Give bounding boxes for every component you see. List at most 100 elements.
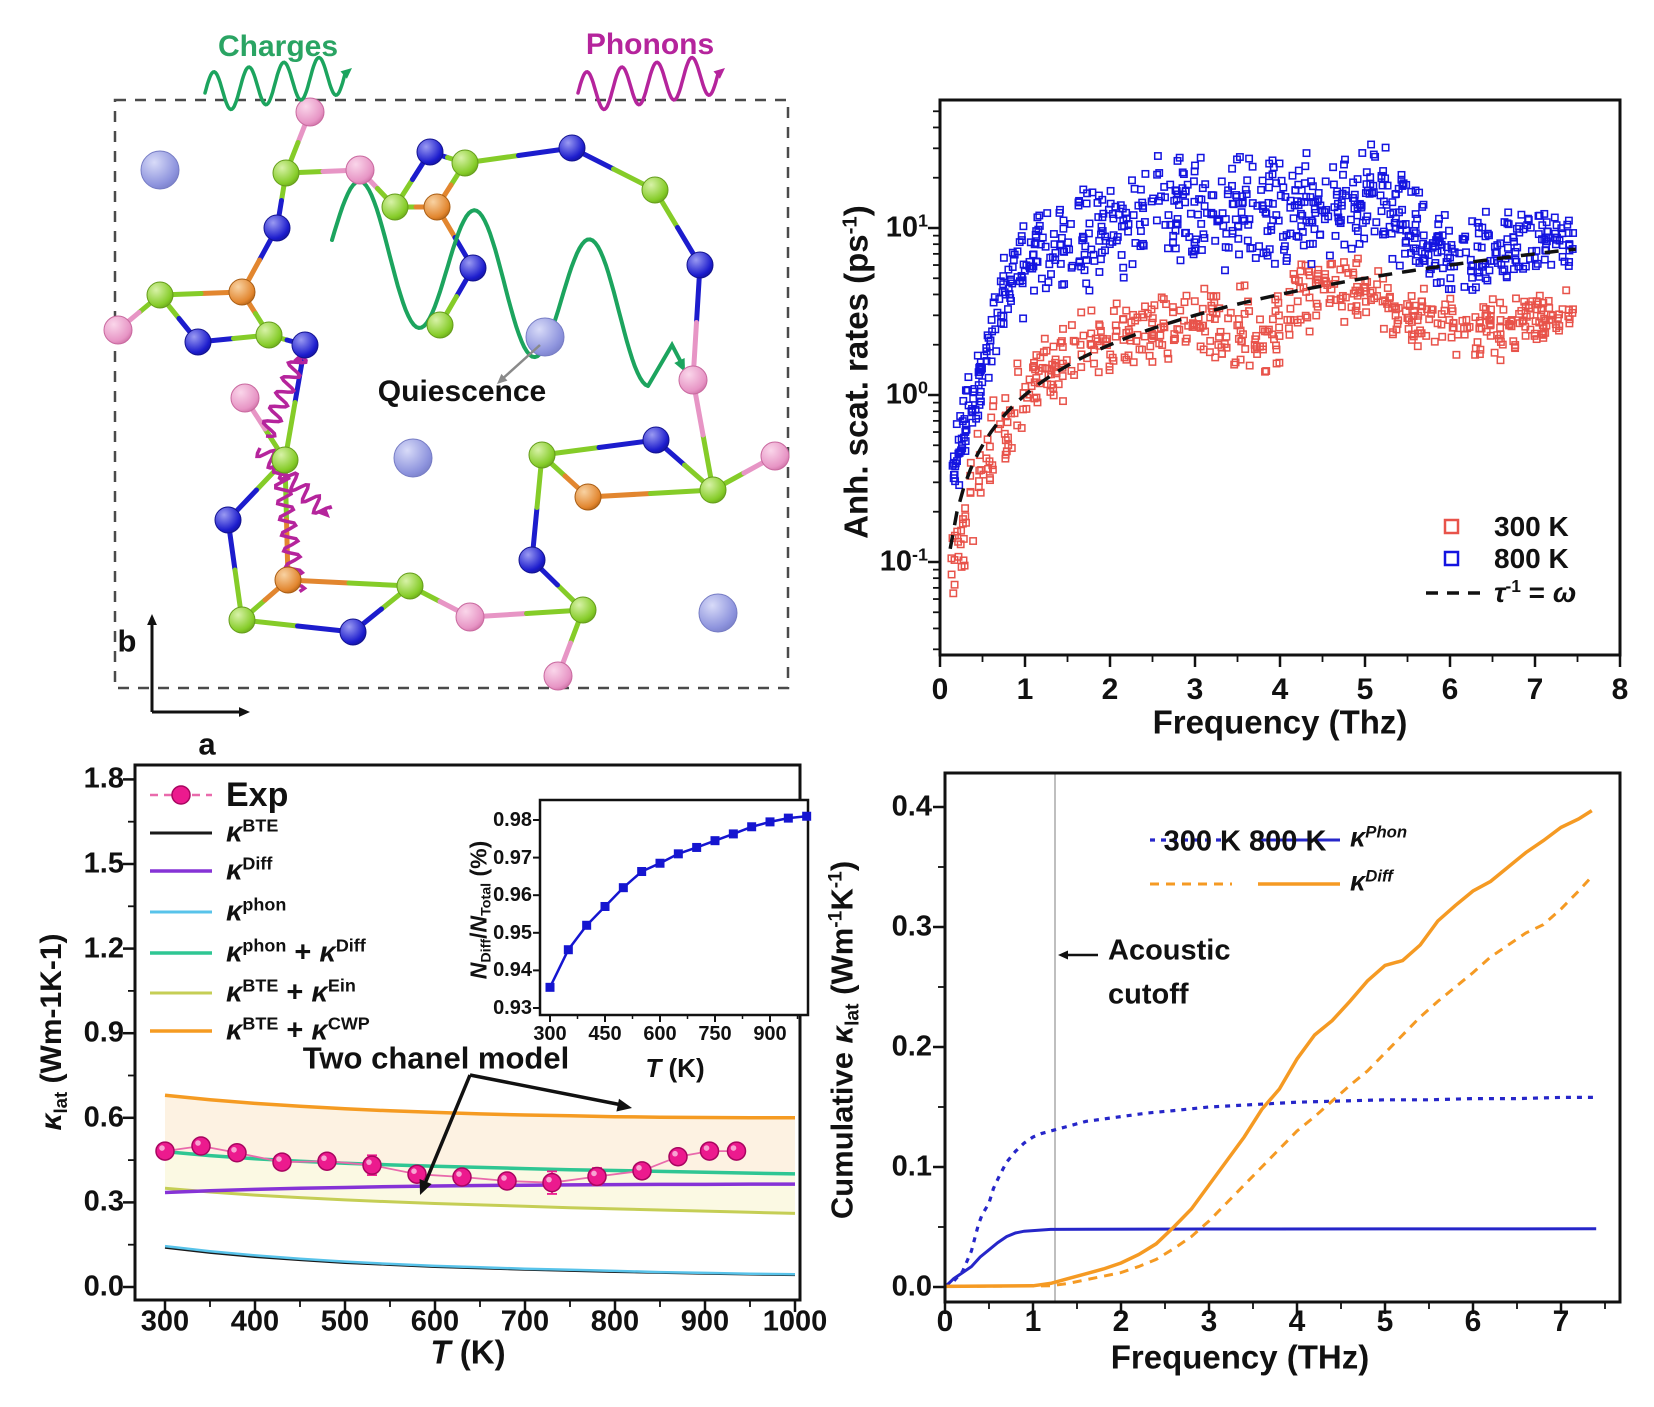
x-tick-label: 400 [230, 1305, 280, 1338]
scatter-point-300K [1352, 259, 1361, 268]
scatter-point-300K [1215, 332, 1223, 341]
scatter-point-800K [1178, 168, 1187, 177]
scatter-point-800K [1244, 220, 1253, 229]
x-tick-label: 0 [931, 673, 949, 706]
scatter-point-800K [1105, 240, 1114, 249]
scatter-point-800K [1161, 220, 1170, 229]
scatter-point-300K [1032, 351, 1041, 360]
scatter-point-800K [1292, 232, 1301, 240]
inset-point [673, 849, 683, 859]
scatter-point-800K [984, 333, 993, 342]
x-tick-label: 1000 [762, 1305, 828, 1338]
legend-marker-800K [1443, 550, 1460, 567]
scatter-point-800K [1136, 185, 1145, 194]
scatter-point-800K [1122, 208, 1131, 217]
legend-label-kdiff: κDiff [1350, 866, 1393, 897]
scatter-point-800K [1119, 273, 1128, 282]
scatter-point-800K [1353, 175, 1362, 184]
scatter-point-300K [1521, 331, 1530, 340]
scatter-point-800K [1248, 199, 1257, 208]
scatter-point-800K [949, 459, 958, 468]
scatter-point-300K [950, 580, 959, 589]
scatter-point-800K [1502, 273, 1511, 282]
scatter-point-800K [1410, 226, 1418, 235]
scatter-point-800K [1179, 170, 1188, 179]
charge-wave-tail [646, 340, 685, 388]
scatter-point-800K [1371, 152, 1380, 161]
scatter-point-300K [1272, 359, 1281, 368]
y-axis-title: Anh. scat. rates (ps-1) [837, 205, 875, 539]
scatter-point-800K [1008, 263, 1017, 271]
legend-label-series-4: κBTE + κEin [226, 975, 356, 1009]
y-tick-label: 0.6 [83, 1101, 124, 1134]
scatter-point-800K [1190, 197, 1199, 206]
scatter-point-800K [1411, 210, 1420, 219]
scatter-point-800K [1443, 254, 1452, 263]
scatter-point-800K [1059, 224, 1068, 233]
scatter-point-800K [1444, 285, 1453, 294]
scatter-point-800K [1411, 229, 1420, 238]
scatter-point-300K [1428, 305, 1437, 314]
scatter-point-800K [1503, 219, 1512, 228]
scatter-point-800K [1388, 254, 1397, 263]
scatter-point-800K [1008, 248, 1017, 257]
scatter-point-800K [1377, 207, 1386, 216]
scatter-point-800K [1152, 216, 1161, 225]
scatter-point-800K [1238, 199, 1247, 208]
charges-wave [203, 55, 347, 112]
scatter-point-300K [1413, 342, 1422, 351]
scatter-point-300K [1505, 320, 1514, 329]
quiescence-arrow [499, 344, 541, 382]
scatter-point-300K [1111, 321, 1120, 330]
scatter-point-800K [1437, 246, 1446, 255]
exp-point-highlight [703, 1145, 710, 1151]
scatter-point-800K [1510, 237, 1518, 246]
scatter-point-800K [1517, 210, 1526, 219]
atom-blue [642, 426, 670, 454]
scatter-point-800K [1124, 227, 1133, 236]
exp-point-highlight [195, 1140, 201, 1146]
scatter-point-300K [1293, 318, 1302, 327]
scatter-point-300K [1048, 360, 1057, 369]
scatter-point-300K [1473, 338, 1482, 347]
scatter-point-300K [1537, 306, 1546, 314]
scatter-point-300K [1210, 315, 1219, 323]
scatter-point-300K [988, 465, 997, 474]
scatter-point-800K [1358, 149, 1367, 157]
atom-lav [525, 317, 565, 357]
scatter-point-800K [1098, 213, 1107, 222]
exp-point-highlight [159, 1145, 165, 1151]
legend-label-series-2: κphon [226, 894, 287, 928]
scatter-point-800K [1124, 220, 1133, 228]
inset-point [655, 858, 665, 868]
scatter-point-300K [1109, 307, 1118, 315]
scatter-point-800K [1325, 251, 1334, 260]
scatter-point-300K [1031, 365, 1040, 374]
x-tick-label: 5 [1356, 673, 1374, 706]
scatter-point-800K [1301, 162, 1310, 171]
scatter-point-300K [1001, 394, 1010, 403]
scatter-point-300K [1103, 335, 1112, 344]
exp-point-highlight [636, 1165, 642, 1171]
scatter-point-300K [1124, 351, 1133, 360]
scatter-point-300K [1094, 368, 1103, 377]
scatter-point-300K [969, 537, 978, 545]
scatter-point-800K [1173, 190, 1182, 199]
guide-line-tau-omega [948, 247, 1576, 550]
scatter-point-300K [1496, 356, 1505, 365]
cutoff-arrow-head [1058, 950, 1068, 960]
scatter-point-300K [1340, 317, 1349, 326]
scatter-point-800K [1155, 169, 1164, 177]
scatter-point-800K [1120, 221, 1129, 230]
scatter-point-300K [961, 512, 970, 521]
scatter-point-800K [1355, 199, 1364, 208]
annotation-arrow-head [616, 1098, 632, 1112]
scatter-point-800K [1248, 162, 1257, 171]
scatter-point-800K [1468, 285, 1477, 294]
phonon-zigzag-arrow-head [318, 506, 330, 518]
scatter-point-800K [991, 325, 1000, 334]
scatter-point-300K [1146, 342, 1155, 351]
scatter-point-300K [1410, 301, 1419, 310]
axis-a-label: a [198, 726, 216, 762]
scatter-point-800K [1446, 274, 1455, 283]
